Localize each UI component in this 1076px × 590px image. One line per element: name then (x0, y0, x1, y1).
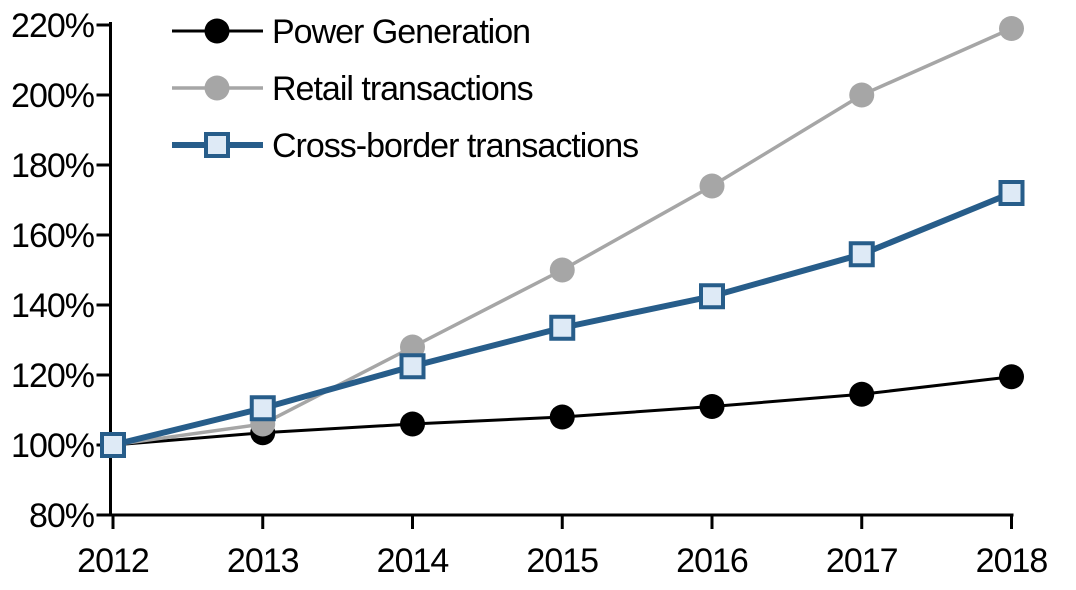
data-point-marker (400, 411, 425, 437)
data-point-marker (999, 16, 1024, 41)
x-axis-tick-label: 2017 (826, 542, 898, 580)
legend-item-retail-transactions: Retail transactions (172, 70, 534, 108)
legend-label: Power Generation (272, 13, 530, 51)
data-point-marker (399, 353, 426, 380)
data-point-marker (849, 381, 875, 407)
y-axis-tick-label: 80% (29, 497, 95, 535)
y-axis-tick-label: 120% (11, 357, 95, 395)
data-point-marker (100, 432, 126, 458)
legend-label: Cross-border transactions (272, 127, 638, 165)
data-point-marker (998, 180, 1025, 206)
x-axis-ticks: 2012 2013 2014 2015 2016 2017 2018 (77, 515, 1048, 580)
legend: Power Generation Retail transactions Cro… (172, 13, 639, 165)
data-point-marker (549, 314, 576, 341)
y-axis-tick-label: 100% (11, 427, 95, 465)
y-axis-tick-label: 180% (11, 147, 95, 185)
data-point-marker (848, 241, 875, 268)
data-point-marker (249, 395, 276, 422)
data-point-marker (699, 283, 725, 310)
y-axis-tick-label: 200% (11, 77, 95, 115)
data-point-marker (549, 404, 575, 430)
legend-marker-circle (204, 75, 230, 101)
series-line-retail-transactions (112, 26, 1013, 447)
x-axis-tick-label: 2018 (976, 542, 1048, 580)
y-axis-tick-label: 160% (11, 217, 95, 255)
legend-item-cross-border-transactions: Cross-border transactions (172, 127, 639, 165)
y-axis-tick-label: 220% (11, 7, 95, 45)
data-point-marker (849, 82, 875, 108)
legend-marker-square (204, 132, 230, 158)
legend-marker-circle (204, 18, 230, 44)
data-point-marker (549, 257, 575, 283)
x-axis-tick-label: 2012 (77, 542, 149, 580)
x-axis-tick-label: 2016 (676, 542, 748, 580)
x-axis-tick-label: 2015 (526, 542, 598, 580)
legend-label: Retail transactions (272, 70, 533, 108)
x-axis-tick-label: 2014 (377, 542, 449, 580)
x-axis-tick-label: 2013 (227, 542, 299, 580)
series-plot-area (100, 16, 1025, 458)
data-point-marker (699, 173, 725, 199)
data-point-marker (699, 394, 725, 419)
y-axis-tick-label: 140% (11, 287, 95, 325)
legend-item-power-generation: Power Generation (172, 13, 531, 51)
y-axis-ticks: 80% 100% 120% 140% 160% 180% 200% 220% (11, 7, 111, 535)
data-point-marker (999, 364, 1024, 390)
